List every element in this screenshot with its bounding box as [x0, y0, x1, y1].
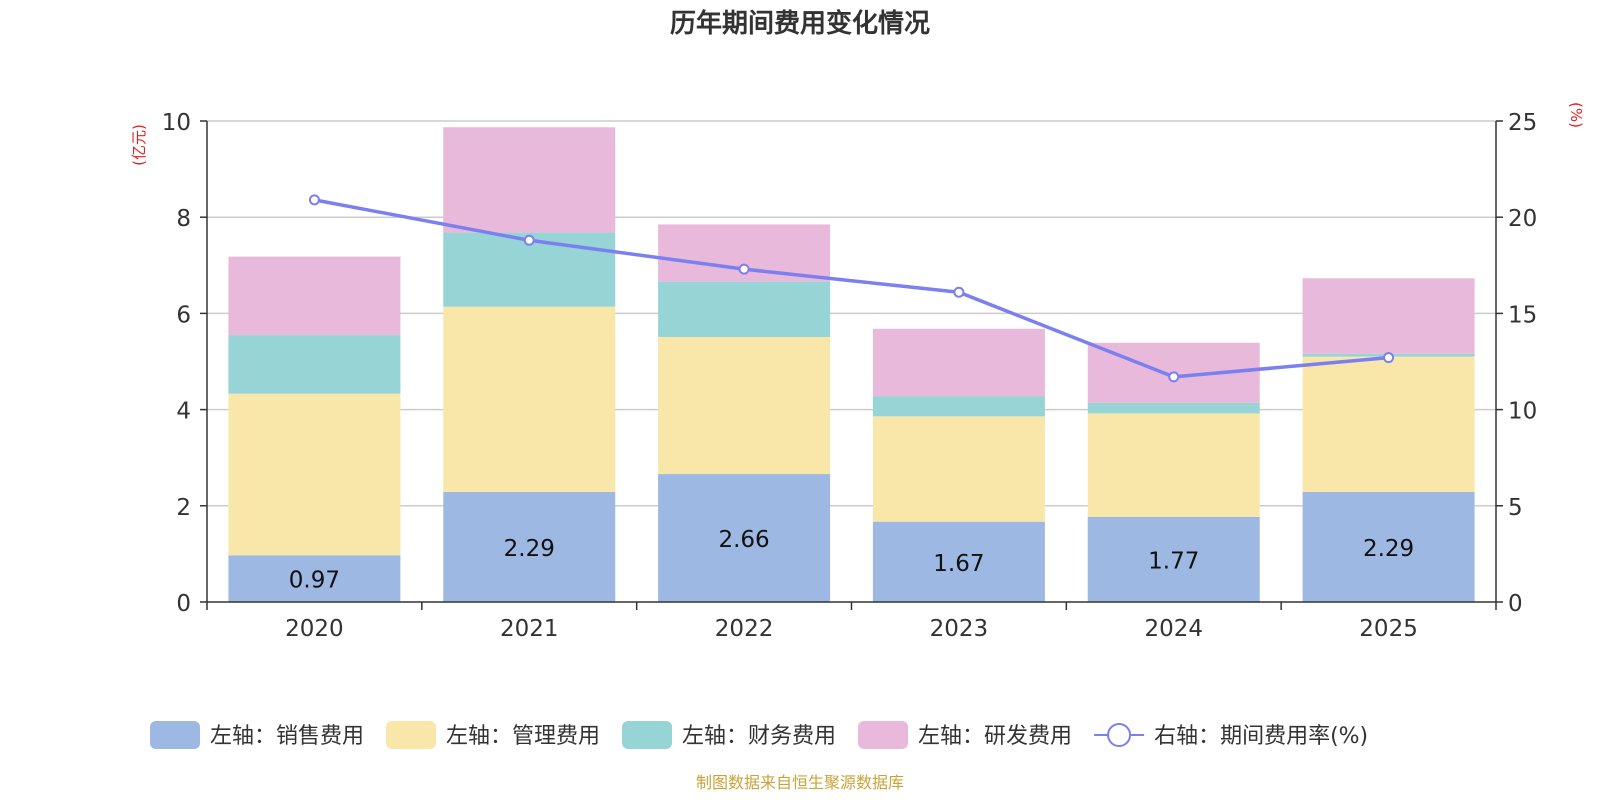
- right-axis-tick-label: 10: [1508, 399, 1537, 425]
- x-axis-tick-label: 2020: [285, 616, 344, 642]
- legend-label: 右轴：期间费用率(%): [1154, 724, 1368, 749]
- bar-segment: [443, 491, 616, 602]
- line-point: [523, 234, 535, 246]
- bar-segment: [228, 393, 401, 556]
- left-axis-tick-label: 4: [176, 399, 191, 425]
- bar-segment: [872, 396, 1045, 417]
- legend-swatch: [386, 721, 437, 749]
- left-axis-tick-label: 8: [176, 206, 191, 232]
- legend-label: 左轴：销售费用: [210, 724, 364, 749]
- legend-item[interactable]: 左轴：销售费用: [150, 721, 364, 749]
- chart-title: 历年期间费用变化情况: [670, 8, 930, 39]
- bar-segment: [228, 256, 401, 336]
- bar-segment: [658, 281, 831, 337]
- legend-item[interactable]: 左轴：研发费用: [858, 721, 1072, 749]
- right-axis-tick-label: 15: [1508, 302, 1537, 328]
- x-axis-tick-label: 2023: [930, 616, 989, 642]
- line-point: [1383, 352, 1395, 364]
- bar-value-label: 0.97: [289, 568, 340, 594]
- x-axis-tick-label: 2022: [715, 616, 774, 642]
- bar-value-label: 1.77: [1148, 548, 1199, 574]
- bar-segment: [872, 521, 1045, 602]
- bar-segment: [1087, 516, 1260, 602]
- left-axis-tick-label: 6: [176, 302, 191, 328]
- bar-value-label: 1.67: [933, 551, 984, 577]
- line-point: [1168, 371, 1180, 383]
- line-series: [308, 194, 1395, 383]
- x-axis-tick-label: 2021: [500, 616, 559, 642]
- bar-segment: [228, 335, 401, 394]
- line-point: [738, 263, 750, 275]
- bar-segment: [658, 336, 831, 475]
- right-axis-unit: (%): [1567, 102, 1585, 128]
- right-axis-tick-label: 20: [1508, 206, 1537, 232]
- bar-segment: [228, 555, 401, 602]
- bar-segment: [1302, 356, 1475, 492]
- bar-segment: [658, 474, 831, 602]
- bar-series: 0.97 2.29 2.66 1.67 1.77 2.29: [228, 127, 1475, 602]
- bar-segment: [1302, 278, 1475, 354]
- grid-lines: [207, 120, 1496, 507]
- x-axis-tick-label: 2024: [1144, 616, 1203, 642]
- x-axis-tick-label: 2025: [1359, 616, 1418, 642]
- legend-item[interactable]: 左轴：财务费用: [622, 721, 836, 749]
- legend-swatch: [150, 721, 200, 749]
- legend-swatch: [622, 721, 673, 749]
- legend-swatch: [858, 721, 909, 749]
- left-axis-unit: (亿元): [130, 124, 148, 166]
- legend-item[interactable]: 右轴：期间费用率(%): [1094, 723, 1368, 749]
- left-axis-tick-label: 0: [176, 591, 191, 617]
- bar-segment: [1087, 402, 1260, 414]
- right-axis-tick-label: 25: [1508, 110, 1537, 136]
- bar-value-label: 2.66: [718, 527, 769, 553]
- bar-segment: [443, 306, 616, 492]
- line-point: [953, 286, 965, 298]
- legend-label: 左轴：研发费用: [918, 724, 1072, 749]
- line-point: [308, 194, 320, 206]
- line-path: [314, 198, 1389, 379]
- left-axis-tick-label: 2: [176, 495, 191, 521]
- legend-item[interactable]: 左轴：管理费用: [386, 721, 600, 749]
- legend-label: 左轴：财务费用: [682, 724, 836, 749]
- legend-marker: [1107, 723, 1132, 747]
- legend-label: 左轴：管理费用: [446, 724, 600, 749]
- bar-segment: [872, 328, 1045, 397]
- bar-value-label: 2.29: [504, 536, 555, 562]
- right-axis-tick-label: 0: [1508, 591, 1523, 617]
- data-source-footer: 制图数据来自恒生聚源数据库: [696, 773, 904, 792]
- bar-segment: [1087, 413, 1260, 517]
- legend: 左轴：销售费用 左轴：管理费用 左轴：财务费用 左轴：研发费用 右轴：期间费用率(%): [150, 721, 1368, 749]
- right-axis-tick-label: 5: [1508, 495, 1523, 521]
- left-axis-tick-label: 10: [162, 110, 191, 136]
- bar-segment: [1302, 491, 1475, 602]
- bar-segment: [443, 127, 616, 233]
- bar-value-label: 2.29: [1363, 536, 1414, 562]
- bar-segment: [872, 416, 1045, 522]
